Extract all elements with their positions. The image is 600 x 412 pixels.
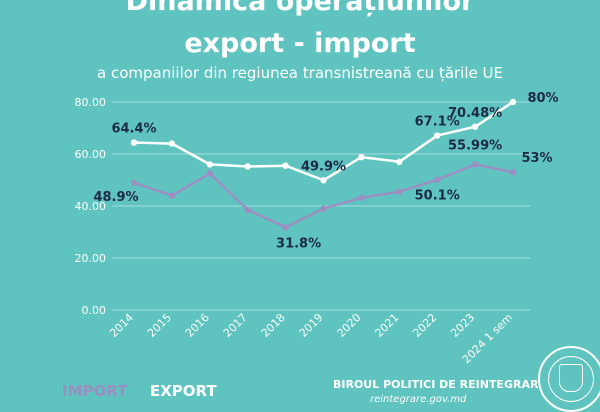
data-point-import	[130, 179, 138, 187]
data-point-import	[396, 188, 403, 195]
data-point-import	[282, 224, 289, 231]
data-label: 80%	[527, 91, 558, 106]
data-point-export	[282, 162, 289, 169]
data-point-import	[168, 192, 176, 199]
data-point-import	[471, 161, 479, 168]
data-point-export	[471, 123, 479, 130]
x-tick-label: 2022	[410, 311, 439, 340]
data-point-export	[320, 177, 327, 184]
x-tick-label: 2016	[183, 311, 212, 340]
legend-export: EXPORT	[150, 382, 217, 400]
y-tick-label: 0.00	[82, 304, 107, 317]
footer-org-name: BIROUL POLITICI DE REINTEGRARE	[333, 378, 546, 391]
y-tick-label: 80.00	[75, 96, 107, 109]
data-label: 53%	[521, 151, 552, 166]
data-label: 49.9%	[301, 159, 346, 174]
chart-subtitle: a companiilor din regiunea transnistrean…	[97, 64, 503, 82]
data-point-export	[168, 140, 176, 147]
y-tick-label: 40.00	[75, 200, 107, 213]
data-point-import	[434, 176, 441, 183]
x-tick-label: 2023	[448, 311, 477, 340]
x-tick-label: 2021	[372, 311, 401, 340]
x-tick-label: 2014	[107, 311, 136, 340]
legend-import: IMPORT	[62, 382, 128, 400]
x-tick-label: 2019	[297, 311, 326, 340]
data-point-export	[206, 161, 213, 168]
x-tick-label: 2017	[221, 311, 250, 340]
x-tick-label: 2015	[145, 311, 174, 340]
data-label: 31.8%	[276, 236, 321, 251]
chart-title-line-2: export - import	[184, 28, 416, 59]
data-point-import	[206, 170, 213, 177]
government-seal-icon	[538, 346, 600, 412]
data-point-import	[320, 205, 327, 212]
y-tick-label: 60.00	[75, 148, 107, 161]
data-point-export	[396, 158, 403, 165]
data-point-export	[244, 163, 251, 170]
data-point-import	[358, 194, 365, 201]
data-label: 64.4%	[111, 122, 156, 137]
data-point-import	[244, 206, 251, 214]
x-tick-label: 2020	[335, 311, 364, 340]
data-label: 67.1%	[415, 115, 460, 130]
data-label: 50.1%	[415, 189, 460, 204]
chart-title-line-1: Dinamica operațiunilor	[125, 0, 475, 17]
data-label: 48.9%	[93, 190, 138, 205]
y-tick-label: 20.00	[75, 252, 107, 265]
line-chart: 0.00 20.00 40.00 60.00 80.00 2014 2015 2016 2017…	[75, 91, 559, 366]
data-point-export	[434, 132, 441, 139]
data-point-export	[358, 153, 365, 161]
data-label: 55.99%	[448, 138, 502, 153]
data-label: 70.48%	[448, 106, 502, 121]
data-point-export	[130, 139, 138, 146]
x-tick-label: 2018	[259, 311, 288, 340]
data-point-export	[509, 98, 517, 106]
data-point-import	[509, 169, 517, 176]
